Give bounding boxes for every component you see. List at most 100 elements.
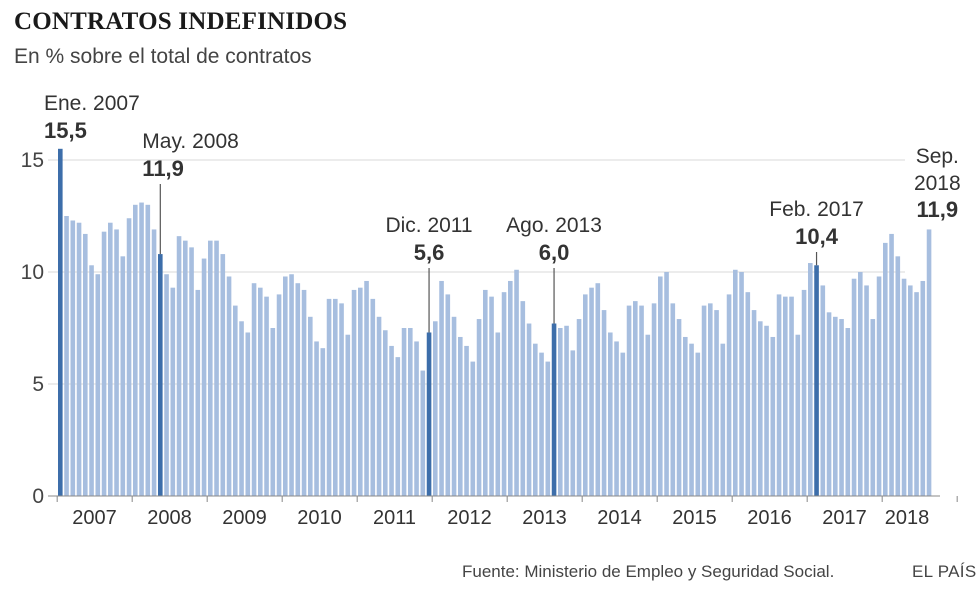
bar-92 (633, 301, 638, 496)
bar-59 (426, 332, 432, 496)
bar-103 (701, 305, 707, 496)
annotation-value-0: 15,5 (44, 118, 87, 143)
bar-122 (820, 285, 826, 496)
bar-19 (176, 236, 182, 496)
bar-129 (864, 285, 869, 496)
bar-71 (501, 292, 507, 496)
bar-25 (214, 240, 219, 496)
bar-106 (720, 343, 726, 496)
bar-chart: 0 5 10 15 2007 2008 2009 2010 2011 2012 2013 2014 20… (21, 92, 961, 529)
x-tick-label-2017: 2017 (822, 507, 867, 529)
x-tick-label-2010: 2010 (297, 507, 342, 529)
annotation-value-121: 10,4 (795, 224, 839, 249)
bar-85 (589, 287, 594, 496)
bar-10 (120, 256, 126, 496)
bar-21 (189, 247, 194, 496)
bar-51 (376, 316, 382, 496)
y-tick-label-0: 0 (32, 485, 44, 508)
bar-84 (583, 294, 588, 496)
bar-117 (789, 296, 794, 496)
bar-137 (914, 292, 919, 496)
bar-80 (558, 328, 563, 496)
bar-61 (439, 280, 444, 496)
bar-133 (889, 233, 894, 497)
bar-116 (783, 296, 788, 496)
bar-45 (339, 303, 344, 496)
bar-119 (801, 289, 807, 496)
bar-108 (733, 269, 738, 496)
bar-86 (595, 283, 601, 496)
brand-logo: EL PAÍS (912, 562, 977, 581)
annotation-label-0: Ene. 2007 (44, 92, 140, 115)
annotation-value-59: 5,6 (414, 240, 445, 265)
bar-90 (620, 352, 626, 496)
bar-100 (683, 336, 688, 496)
bar-113 (764, 325, 769, 496)
bar-79 (551, 323, 557, 496)
source-note: Fuente: Ministerio de Empleo y Seguridad… (462, 562, 835, 581)
x-tick-label-2018: 2018 (885, 507, 930, 529)
bar-41 (314, 341, 319, 496)
bar-15 (151, 229, 157, 496)
bar-60 (433, 321, 438, 496)
x-tick-label-2012: 2012 (447, 507, 492, 529)
bar-8 (108, 222, 113, 496)
bar-49 (364, 280, 369, 496)
bar-104 (708, 303, 713, 496)
bar-125 (839, 319, 844, 496)
bar-83 (576, 319, 582, 496)
bar-76 (533, 343, 538, 496)
bar-16 (158, 254, 163, 496)
bar-111 (751, 310, 757, 496)
y-tick-label-15: 15 (21, 149, 44, 172)
bar-27 (226, 276, 232, 496)
bar-26 (220, 254, 226, 496)
bar-66 (470, 361, 476, 496)
bar-50 (370, 298, 376, 496)
annotation-label-16: May. 2008 (142, 130, 239, 153)
bar-48 (358, 287, 363, 496)
bar-121 (814, 265, 819, 496)
annotation-value-16: 11,9 (142, 156, 184, 181)
x-tick-label-2008: 2008 (147, 507, 192, 529)
annotation-value-79: 6,0 (539, 240, 570, 265)
bar-42 (320, 348, 326, 496)
bar-3 (76, 222, 82, 496)
bar-110 (745, 292, 751, 496)
bar-127 (851, 278, 857, 496)
annotation-label-121: Feb. 2017 (769, 198, 864, 221)
bar-135 (901, 278, 907, 496)
bar-96 (658, 276, 663, 496)
bar-97 (664, 272, 669, 496)
bar-101 (689, 343, 694, 496)
bar-39 (301, 289, 307, 496)
bar-47 (351, 289, 357, 496)
bar-70 (495, 332, 501, 496)
bar-23 (201, 258, 207, 496)
bar-89 (614, 341, 619, 496)
bar-9 (114, 229, 119, 496)
bar-11 (126, 218, 132, 497)
bar-0 (58, 148, 63, 497)
x-tick-label-2016: 2016 (747, 507, 792, 529)
bar-109 (739, 272, 744, 496)
annotation-value-140: 11,9 (916, 197, 958, 222)
bar-14 (145, 204, 151, 497)
bar-128 (858, 272, 863, 496)
annotation-label-79: Ago. 2013 (506, 214, 602, 237)
bar-88 (608, 332, 613, 496)
x-tick-label-2013: 2013 (522, 507, 567, 529)
bar-32 (258, 287, 263, 496)
bar-35 (276, 294, 282, 496)
bar-131 (876, 276, 882, 496)
x-tick-label-2014: 2014 (597, 507, 642, 529)
bar-99 (676, 319, 682, 496)
y-tick-label-5: 5 (32, 373, 44, 396)
bar-139 (926, 229, 932, 496)
bar-1 (64, 216, 69, 496)
bar-40 (308, 316, 313, 496)
bar-38 (295, 283, 301, 496)
bar-18 (170, 287, 176, 496)
bar-115 (776, 294, 782, 496)
bar-69 (489, 296, 494, 496)
